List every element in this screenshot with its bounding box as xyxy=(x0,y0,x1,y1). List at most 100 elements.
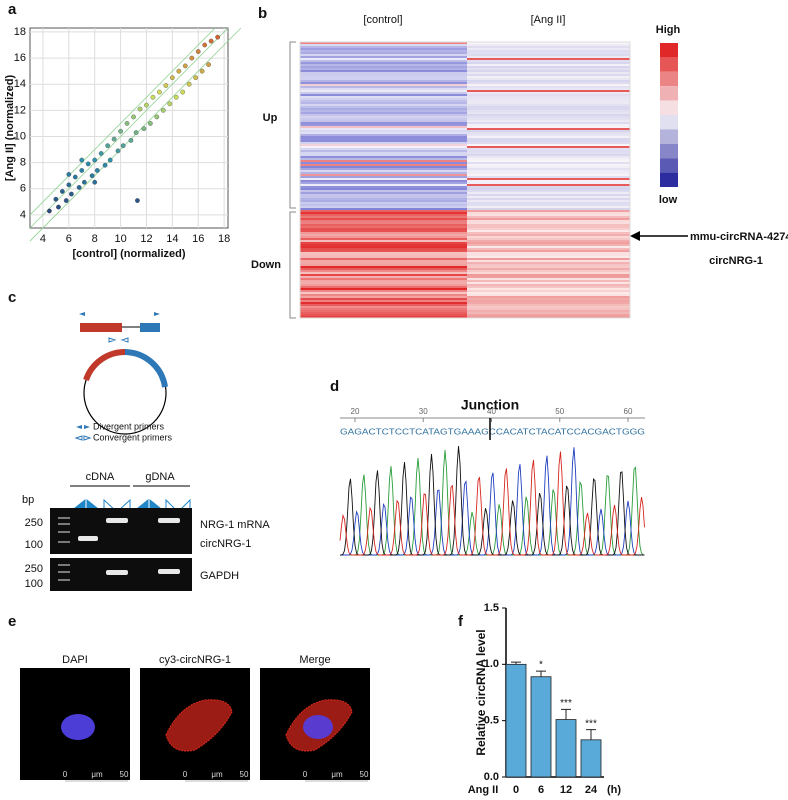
heat-cell xyxy=(467,44,630,46)
heat-cell xyxy=(300,296,467,298)
point xyxy=(63,198,69,203)
colorbar-cell xyxy=(660,43,678,58)
heat-cell xyxy=(300,312,467,314)
heat-cell xyxy=(467,276,630,278)
heat-cell xyxy=(467,52,630,54)
point xyxy=(85,161,91,167)
primer xyxy=(108,337,129,343)
heat-cell xyxy=(300,66,467,68)
circ-exon xyxy=(83,348,126,382)
bracket xyxy=(289,41,296,319)
heat-cell xyxy=(467,246,630,248)
bar xyxy=(505,663,527,778)
column-label: [Ang II] xyxy=(531,14,566,26)
heat-cell xyxy=(467,74,630,76)
y-tick-label: 6 xyxy=(20,183,26,195)
point xyxy=(199,68,205,74)
heat-cell xyxy=(467,258,630,260)
bar xyxy=(580,739,602,778)
heat-cell xyxy=(467,84,630,86)
heat-cell xyxy=(467,46,630,48)
heat-cell xyxy=(467,306,630,308)
point xyxy=(72,174,78,180)
exon xyxy=(140,323,160,332)
heat-cell xyxy=(300,196,467,198)
ladder-label: 250 xyxy=(25,563,43,575)
heat-cell xyxy=(467,162,630,164)
heat-cell xyxy=(300,134,467,136)
point xyxy=(69,191,74,197)
colorbar-cell xyxy=(660,71,678,87)
heat-cell xyxy=(300,168,467,170)
group-label: Down xyxy=(251,259,281,271)
heat-cell xyxy=(467,296,630,298)
point xyxy=(131,114,136,120)
colorbar-cell xyxy=(660,57,678,72)
group-label: Up xyxy=(263,112,278,124)
heat-cell xyxy=(300,212,467,214)
heat-cell xyxy=(300,94,467,96)
heat-cell xyxy=(467,82,630,84)
heat-cell xyxy=(467,114,630,116)
point xyxy=(206,62,211,67)
heat-cell xyxy=(300,166,467,168)
heat-cell xyxy=(300,300,467,302)
legend-icon xyxy=(76,425,90,429)
heat-cell xyxy=(467,268,630,270)
heat-cell xyxy=(467,208,630,210)
heat-cell xyxy=(467,160,630,162)
heat-cell xyxy=(467,54,630,56)
heat-cell xyxy=(300,96,467,98)
ruler-label: 60 xyxy=(624,407,633,416)
heat-cell xyxy=(300,108,467,110)
heat-cell xyxy=(467,274,630,276)
heat-cell xyxy=(300,152,467,154)
heat-cell xyxy=(467,280,630,282)
band xyxy=(78,518,180,575)
heat-cell xyxy=(300,84,467,86)
heat-cell xyxy=(467,172,630,174)
heat-cell xyxy=(300,164,467,166)
circ-exon xyxy=(124,349,168,388)
heat-cell xyxy=(467,152,630,154)
heat-cell xyxy=(300,126,467,128)
heat-cell xyxy=(300,256,467,258)
heat-cell xyxy=(467,266,630,268)
heat-cell xyxy=(467,272,630,274)
heat-cell xyxy=(300,162,467,164)
heat-cell xyxy=(467,314,630,316)
scale-start: 0 xyxy=(63,770,68,779)
heat-cell xyxy=(300,56,467,58)
heat-cell xyxy=(467,256,630,258)
heat-cell xyxy=(467,112,630,114)
heat-cell xyxy=(467,80,630,82)
heat-cell xyxy=(467,166,630,168)
heat-cell xyxy=(300,228,467,230)
colorbar-cell xyxy=(660,115,678,130)
heat-cell xyxy=(467,96,630,98)
heat-cell xyxy=(300,146,467,148)
heat-cell xyxy=(467,240,630,242)
heat-cell xyxy=(467,56,630,58)
point xyxy=(56,204,61,210)
heat-cell xyxy=(300,204,467,206)
heat-cell xyxy=(300,60,467,62)
heat-cell xyxy=(300,294,467,296)
legend-icon xyxy=(74,435,92,441)
heat-cell xyxy=(300,112,467,114)
heat-cell xyxy=(300,58,467,60)
panel-label: a xyxy=(8,1,17,18)
heat-cell xyxy=(467,218,630,220)
heat-cell xyxy=(300,44,467,46)
y-tick-label: 14 xyxy=(14,78,26,90)
heat-cell xyxy=(300,314,467,316)
gel-unit: bp xyxy=(22,494,34,506)
point xyxy=(66,172,72,177)
gel-image xyxy=(50,508,192,554)
point xyxy=(133,130,139,135)
scale-start: 0 xyxy=(303,770,308,779)
heat-cell xyxy=(467,216,630,218)
heat-cell xyxy=(300,286,467,288)
heat-cell xyxy=(467,262,630,264)
heat-cell xyxy=(467,316,630,318)
